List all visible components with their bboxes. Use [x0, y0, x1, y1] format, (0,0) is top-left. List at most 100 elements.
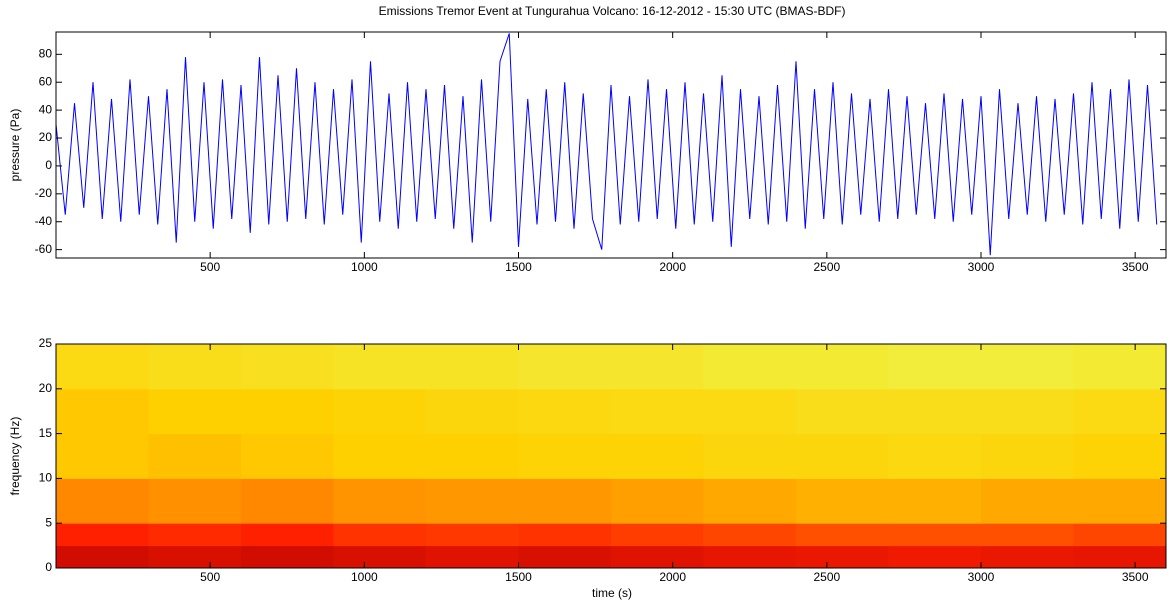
- y-tick-label: 5: [45, 515, 52, 529]
- y-tick-label: 60: [39, 74, 53, 88]
- y-tick-label: 40: [39, 102, 53, 116]
- x-axis-label: time (s): [592, 586, 632, 600]
- heatmap-cell: [426, 388, 519, 435]
- x-tick-label: 1500: [505, 260, 532, 274]
- heatmap-cell: [241, 388, 334, 435]
- heatmap-cell: [241, 545, 334, 569]
- x-tick-label: 3500: [1122, 260, 1149, 274]
- heatmap-cell: [1073, 388, 1167, 435]
- heatmap-cell: [981, 478, 1074, 524]
- heatmap-cell: [981, 433, 1074, 479]
- y-tick-label: 20: [39, 381, 53, 395]
- heatmap-cell: [56, 523, 149, 547]
- heatmap-cell: [333, 344, 427, 390]
- x-tick-label: 1000: [351, 570, 378, 584]
- heatmap-cell: [611, 523, 704, 547]
- y-tick-label: 0: [45, 158, 52, 172]
- x-tick-label: 1500: [505, 570, 532, 584]
- heatmap-cell: [333, 433, 427, 479]
- heatmap-cell: [981, 344, 1074, 390]
- heatmap-cell: [703, 523, 797, 547]
- heatmap-cell: [426, 433, 519, 479]
- heatmap-cell: [148, 523, 242, 547]
- heatmap-cell: [241, 344, 334, 390]
- heatmap-cell: [426, 545, 519, 569]
- heatmap-cell: [56, 433, 149, 479]
- heatmap-cell: [611, 545, 704, 569]
- heatmap-cell: [241, 433, 334, 479]
- y-tick-label: -20: [35, 186, 53, 200]
- heatmap-cell: [1073, 545, 1167, 569]
- y-axis-label: frequency (Hz): [8, 417, 22, 496]
- heatmap-cell: [888, 433, 982, 479]
- heatmap-cell: [518, 545, 612, 569]
- x-tick-label: 3500: [1122, 570, 1149, 584]
- heatmap-cell: [1073, 478, 1167, 524]
- heatmap-cell: [981, 545, 1074, 569]
- heatmap-cell: [611, 433, 704, 479]
- heatmap-cell: [426, 478, 519, 524]
- heatmap-cell: [888, 388, 982, 435]
- heatmap-cell: [796, 523, 889, 547]
- heatmap-cell: [981, 523, 1074, 547]
- heatmap-cell: [703, 433, 797, 479]
- y-tick-label: 10: [39, 471, 53, 485]
- y-tick-label: -60: [35, 242, 53, 256]
- heatmap-cell: [703, 478, 797, 524]
- x-tick-label: 2000: [659, 260, 686, 274]
- heatmap-cell: [1073, 523, 1167, 547]
- heatmap-cell: [333, 478, 427, 524]
- heatmap-cell: [333, 545, 427, 569]
- heatmap-cell: [611, 344, 704, 390]
- heatmap-cell: [703, 344, 797, 390]
- waveform: [55, 33, 1158, 256]
- heatmap-cell: [148, 388, 242, 435]
- heatmap-cell: [56, 478, 149, 524]
- y-tick-label: 80: [39, 46, 53, 60]
- x-tick-label: 1000: [351, 260, 378, 274]
- heatmap-cell: [148, 478, 242, 524]
- heatmap-cell: [888, 478, 982, 524]
- heatmap-cell: [888, 344, 982, 390]
- y-axis-label: pressure (Pa): [8, 109, 22, 182]
- heatmap-cell: [518, 344, 612, 390]
- heatmap-cell: [333, 523, 427, 547]
- heatmap-cell: [1073, 433, 1167, 479]
- heatmap-cell: [518, 388, 612, 435]
- heatmap-cell: [148, 545, 242, 569]
- heatmap-cell: [703, 388, 797, 435]
- heatmap-cell: [796, 433, 889, 479]
- heatmap-cell: [518, 433, 612, 479]
- heatmap-cell: [796, 545, 889, 569]
- x-tick-label: 500: [200, 260, 220, 274]
- chart-title: Emissions Tremor Event at Tungurahua Vol…: [379, 4, 846, 18]
- y-tick-label: -40: [35, 214, 53, 228]
- heatmap-cell: [518, 523, 612, 547]
- heatmap-cell: [611, 388, 704, 435]
- heatmap-cell: [611, 478, 704, 524]
- heatmap-cell: [518, 478, 612, 524]
- heatmap-cell: [56, 545, 149, 569]
- x-tick-label: 500: [200, 570, 220, 584]
- heatmap-cell: [703, 545, 797, 569]
- heatmap-cell: [148, 344, 242, 390]
- x-tick-label: 2500: [813, 260, 840, 274]
- heatmap-cell: [56, 344, 149, 390]
- heatmap-cell: [241, 523, 334, 547]
- heatmap-cell: [888, 545, 982, 569]
- axes-frame: [55, 343, 1167, 569]
- heatmap-cell: [333, 388, 427, 435]
- heatmap-cell: [56, 388, 149, 435]
- heatmap-cell: [888, 523, 982, 547]
- heatmap-cell: [796, 478, 889, 524]
- heatmap-cell: [148, 433, 242, 479]
- y-tick-label: 15: [39, 426, 53, 440]
- heatmap-cell: [796, 388, 889, 435]
- x-tick-label: 2500: [813, 570, 840, 584]
- heatmap-cell: [426, 344, 519, 390]
- heatmap-cell: [1073, 344, 1167, 390]
- heatmap-cell: [796, 344, 889, 390]
- heatmap-cell: [241, 478, 334, 524]
- y-tick-label: 25: [39, 336, 53, 350]
